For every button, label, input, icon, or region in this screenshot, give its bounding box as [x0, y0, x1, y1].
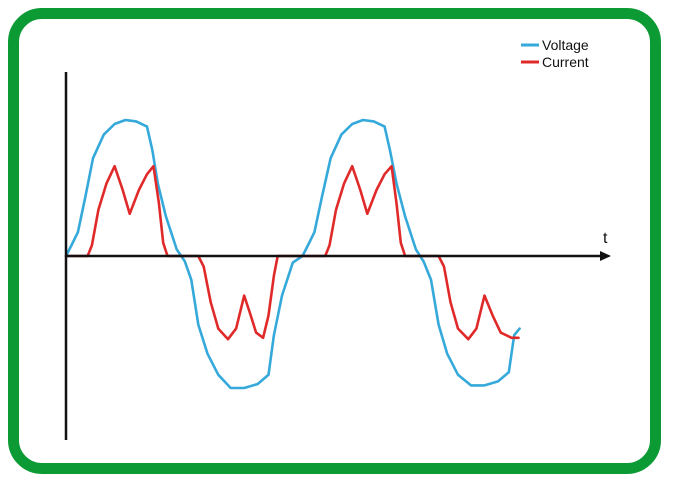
x-axis-arrowhead — [600, 251, 611, 261]
chart-frame — [8, 8, 661, 474]
series-line-current — [64, 164, 520, 341]
legend-label-voltage: Voltage — [542, 37, 589, 53]
series-line-voltage — [64, 118, 521, 390]
series-layer — [64, 118, 521, 390]
legend-label-current: Current — [542, 54, 589, 70]
legend: Voltage Current — [521, 37, 589, 70]
x-axis-label: t — [603, 230, 608, 247]
